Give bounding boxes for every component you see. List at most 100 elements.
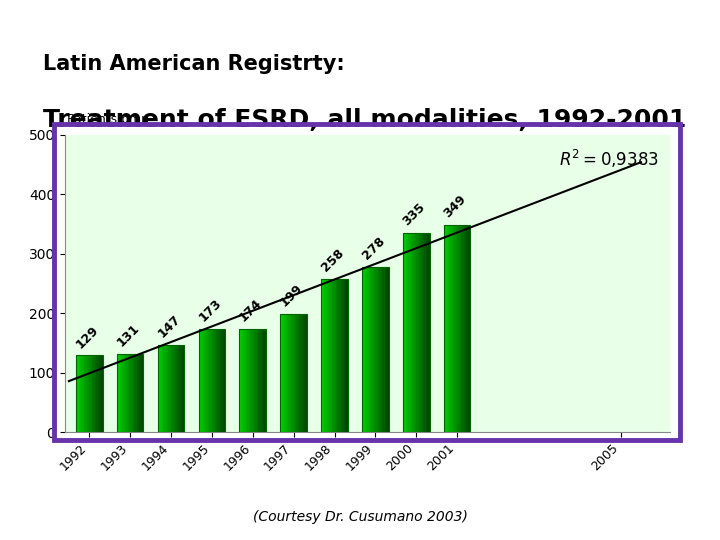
Bar bbox=[449, 225, 451, 432]
Bar bbox=[457, 225, 459, 432]
Bar bbox=[78, 355, 80, 432]
Bar bbox=[321, 279, 323, 432]
Bar bbox=[341, 279, 343, 432]
Bar bbox=[383, 267, 384, 432]
Bar bbox=[370, 267, 372, 432]
Bar bbox=[405, 233, 407, 432]
Text: 278: 278 bbox=[359, 234, 387, 262]
Bar bbox=[428, 233, 430, 432]
Bar bbox=[94, 355, 96, 432]
Bar bbox=[456, 225, 457, 432]
Bar bbox=[454, 225, 456, 432]
Bar bbox=[76, 355, 77, 432]
Bar bbox=[200, 329, 202, 432]
Text: 199: 199 bbox=[278, 281, 305, 309]
Text: Treatment of ESRD, all modalities, 1992-2001: Treatment of ESRD, all modalities, 1992-… bbox=[43, 108, 687, 132]
Bar bbox=[257, 329, 258, 432]
Bar bbox=[253, 329, 254, 432]
Bar bbox=[76, 355, 102, 432]
Bar bbox=[424, 233, 426, 432]
Bar bbox=[416, 233, 418, 432]
Bar bbox=[329, 279, 330, 432]
Bar bbox=[127, 354, 129, 432]
Bar bbox=[280, 314, 282, 432]
Bar bbox=[240, 329, 242, 432]
Bar bbox=[451, 225, 453, 432]
Bar bbox=[130, 354, 132, 432]
Bar bbox=[295, 314, 297, 432]
Bar bbox=[91, 355, 92, 432]
Bar bbox=[162, 345, 163, 432]
Bar bbox=[212, 329, 213, 432]
Bar bbox=[80, 355, 81, 432]
Bar bbox=[461, 225, 462, 432]
Bar bbox=[248, 329, 249, 432]
Text: 335: 335 bbox=[400, 201, 428, 228]
Bar bbox=[332, 279, 333, 432]
Bar bbox=[386, 267, 387, 432]
Text: 258: 258 bbox=[319, 246, 346, 274]
Bar bbox=[99, 355, 100, 432]
Bar bbox=[243, 329, 245, 432]
Bar bbox=[365, 267, 366, 432]
Bar bbox=[327, 279, 328, 432]
Bar bbox=[338, 279, 340, 432]
Bar bbox=[292, 314, 294, 432]
Bar bbox=[158, 345, 159, 432]
Bar bbox=[210, 329, 212, 432]
Text: 147: 147 bbox=[155, 312, 183, 340]
Bar bbox=[303, 314, 305, 432]
Bar bbox=[330, 279, 332, 432]
Bar bbox=[258, 329, 259, 432]
Bar bbox=[129, 354, 130, 432]
Bar bbox=[344, 279, 345, 432]
Bar bbox=[448, 225, 449, 432]
Bar bbox=[224, 329, 225, 432]
Bar bbox=[369, 267, 370, 432]
Bar bbox=[362, 267, 389, 432]
Bar bbox=[468, 225, 469, 432]
Bar bbox=[372, 267, 373, 432]
Bar bbox=[362, 267, 364, 432]
Bar bbox=[164, 345, 166, 432]
Bar bbox=[207, 329, 208, 432]
Bar bbox=[97, 355, 99, 432]
Bar bbox=[325, 279, 327, 432]
Bar bbox=[204, 329, 205, 432]
Bar bbox=[122, 354, 124, 432]
Bar bbox=[379, 267, 381, 432]
Bar bbox=[302, 314, 303, 432]
Bar bbox=[132, 354, 134, 432]
Bar bbox=[118, 354, 120, 432]
Bar bbox=[465, 225, 467, 432]
Bar bbox=[158, 345, 184, 432]
Bar bbox=[170, 345, 171, 432]
Bar bbox=[135, 354, 137, 432]
Bar bbox=[378, 267, 379, 432]
Text: Latin American Registrty:: Latin American Registrty: bbox=[43, 54, 345, 74]
Bar bbox=[375, 267, 377, 432]
Bar bbox=[88, 355, 89, 432]
Bar bbox=[179, 345, 180, 432]
Text: (Courtesy Dr. Cusumano 2003): (Courtesy Dr. Cusumano 2003) bbox=[253, 510, 467, 524]
Bar bbox=[286, 314, 287, 432]
Bar bbox=[264, 329, 265, 432]
Bar bbox=[262, 329, 264, 432]
Bar bbox=[464, 225, 465, 432]
Bar bbox=[217, 329, 219, 432]
Bar bbox=[142, 354, 143, 432]
Bar bbox=[382, 267, 383, 432]
Bar bbox=[86, 355, 88, 432]
Bar bbox=[403, 233, 405, 432]
Text: Patients pmp: Patients pmp bbox=[67, 113, 149, 126]
Bar bbox=[121, 354, 122, 432]
Bar bbox=[180, 345, 181, 432]
Bar bbox=[373, 267, 374, 432]
Bar bbox=[96, 355, 97, 432]
Bar bbox=[445, 225, 446, 432]
Bar bbox=[183, 345, 184, 432]
Bar bbox=[246, 329, 248, 432]
Bar bbox=[84, 355, 86, 432]
Bar bbox=[174, 345, 175, 432]
Bar bbox=[377, 267, 378, 432]
